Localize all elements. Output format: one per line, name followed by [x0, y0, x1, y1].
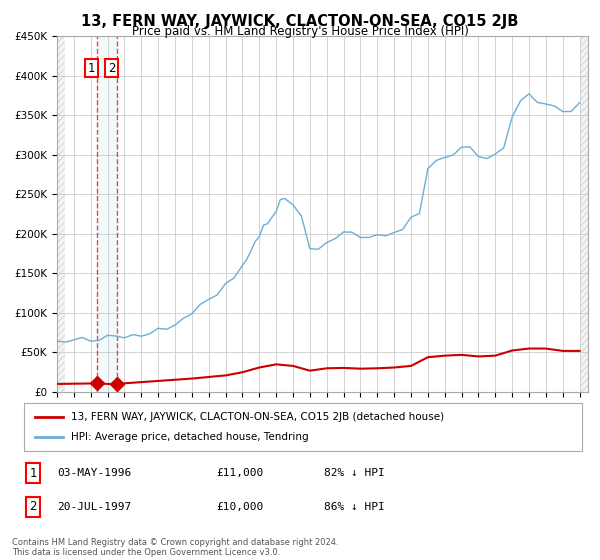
Text: 13, FERN WAY, JAYWICK, CLACTON-ON-SEA, CO15 2JB: 13, FERN WAY, JAYWICK, CLACTON-ON-SEA, C… — [82, 14, 518, 29]
Text: 86% ↓ HPI: 86% ↓ HPI — [324, 502, 385, 512]
Bar — [580, 36, 588, 392]
Text: Contains HM Land Registry data © Crown copyright and database right 2024.
This d: Contains HM Land Registry data © Crown c… — [12, 538, 338, 557]
Text: 1: 1 — [88, 62, 95, 74]
Text: 1: 1 — [29, 466, 37, 480]
Text: 20-JUL-1997: 20-JUL-1997 — [57, 502, 131, 512]
Text: £10,000: £10,000 — [216, 502, 263, 512]
Text: 13, FERN WAY, JAYWICK, CLACTON-ON-SEA, CO15 2JB (detached house): 13, FERN WAY, JAYWICK, CLACTON-ON-SEA, C… — [71, 412, 445, 422]
Text: Price paid vs. HM Land Registry's House Price Index (HPI): Price paid vs. HM Land Registry's House … — [131, 25, 469, 38]
Bar — [97, 36, 117, 392]
Text: 2: 2 — [29, 500, 37, 514]
Bar — [57, 36, 65, 392]
Text: £11,000: £11,000 — [216, 468, 263, 478]
Text: 82% ↓ HPI: 82% ↓ HPI — [324, 468, 385, 478]
Text: 03-MAY-1996: 03-MAY-1996 — [57, 468, 131, 478]
Text: 2: 2 — [108, 62, 116, 74]
Text: HPI: Average price, detached house, Tendring: HPI: Average price, detached house, Tend… — [71, 432, 309, 442]
